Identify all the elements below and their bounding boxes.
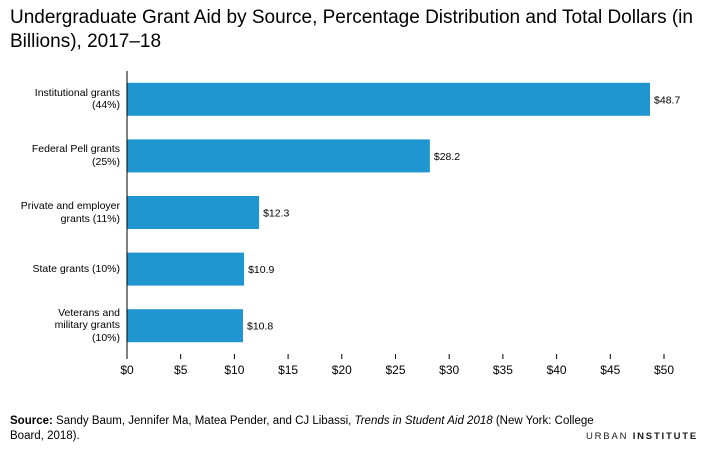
x-axis: $0 $5 $10 $15 $20 $25 $30 $35 $40 $45 $50 xyxy=(120,71,674,377)
category-label: Federal Pell grants (25%) xyxy=(31,143,120,168)
category-label: Private and employer grants (11%) xyxy=(20,200,120,225)
bar-chart: $48.7$28.2$12.3$10.9$10.8 $0 $5 $10 $15 $20 $… xyxy=(120,71,680,377)
source-publication: Trends in Student Aid 2018 xyxy=(354,415,493,427)
x-tick-label: $20 xyxy=(332,363,352,377)
category-label: Institutional grants (44%) xyxy=(34,86,120,112)
category-label: State grants (10%) xyxy=(32,262,120,275)
x-tick-label: $25 xyxy=(385,363,405,377)
urban-institute-logo: URBAN INSTITUTE xyxy=(586,431,698,442)
bars-layer: $48.7 $28.2 $12.3 $10.9 $10.8 xyxy=(127,82,680,343)
category-label: Veterans and military grants (10%) xyxy=(54,306,120,344)
logo-word-institute: INSTITUTE xyxy=(632,431,698,442)
bar xyxy=(127,196,260,229)
data-label: $48.7 xyxy=(654,94,680,106)
bar xyxy=(127,252,245,286)
x-tick-label: $35 xyxy=(493,363,513,377)
data-label: $10.9 xyxy=(248,264,274,276)
data-label: $28.2 xyxy=(434,151,460,163)
x-tick-label: $5 xyxy=(174,363,188,377)
x-tick-label: $0 xyxy=(120,363,134,377)
data-label: $12.3 xyxy=(263,208,289,220)
bar xyxy=(127,139,430,173)
source-label: Source: xyxy=(10,415,53,427)
source-note: Source: Sandy Baum, Jennifer Ma, Matea P… xyxy=(10,414,610,444)
data-label: $10.8 xyxy=(247,321,273,333)
logo-word-urban: URBAN xyxy=(585,431,629,442)
x-tick-label: $50 xyxy=(654,363,674,377)
bar xyxy=(127,82,651,116)
x-tick-label: $10 xyxy=(224,363,244,377)
x-tick-label: $45 xyxy=(600,363,620,377)
source-text-before: Sandy Baum, Jennifer Ma, Matea Pender, a… xyxy=(52,415,355,427)
chart-title: Undergraduate Grant Aid by Source, Perce… xyxy=(10,7,693,52)
x-tick-label: $30 xyxy=(439,363,459,377)
x-tick-label: $15 xyxy=(278,363,298,377)
bar xyxy=(127,309,243,343)
source-text-after: (New York: College Board, 2018). xyxy=(10,415,594,442)
x-tick-label: $40 xyxy=(547,363,567,377)
